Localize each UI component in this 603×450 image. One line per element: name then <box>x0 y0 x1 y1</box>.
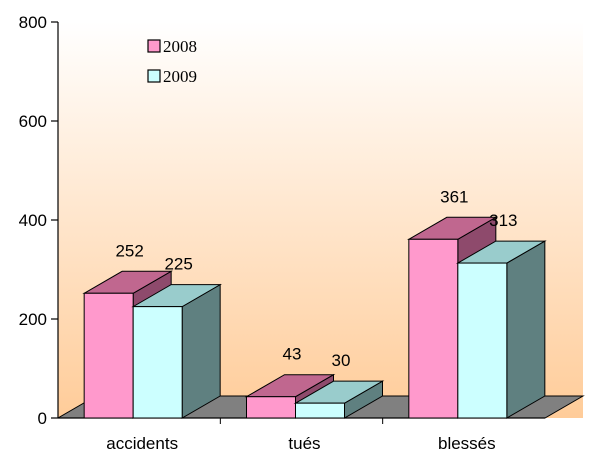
data-label-2009-accidents: 225 <box>164 255 192 274</box>
data-label-2009-tués: 30 <box>332 351 351 370</box>
y-tick-label: 200 <box>19 310 47 329</box>
data-label-2008-tués: 43 <box>283 345 302 364</box>
legend-label-2009: 2009 <box>163 67 197 86</box>
bar-2009-accidents-side <box>181 283 221 419</box>
y-tick-label: 0 <box>38 409 47 428</box>
data-label-2009-blessés: 313 <box>489 211 517 230</box>
y-tick-label: 800 <box>19 13 47 32</box>
x-category-label: tués <box>288 434 320 450</box>
bar-2008-tués <box>246 396 296 419</box>
y-tick-label: 400 <box>19 211 47 230</box>
legend-label-2008: 2008 <box>163 37 197 56</box>
x-category-label: blessés <box>438 434 496 450</box>
bar-2009-accidents <box>132 306 183 419</box>
bar-2008-blessés <box>408 238 459 419</box>
bar-2009-blessés <box>457 262 508 419</box>
x-category-label: accidents <box>106 434 178 450</box>
data-label-2008-blessés: 361 <box>440 187 468 206</box>
legend-swatch-2009 <box>147 69 161 83</box>
bar-2009-blessés-side <box>506 240 546 419</box>
y-tick-label: 600 <box>19 112 47 131</box>
data-label-2008-accidents: 252 <box>115 241 143 260</box>
bar-2008-accidents <box>83 292 134 419</box>
bar-2009-tués <box>295 402 345 419</box>
legend-swatch-2008 <box>147 39 161 53</box>
